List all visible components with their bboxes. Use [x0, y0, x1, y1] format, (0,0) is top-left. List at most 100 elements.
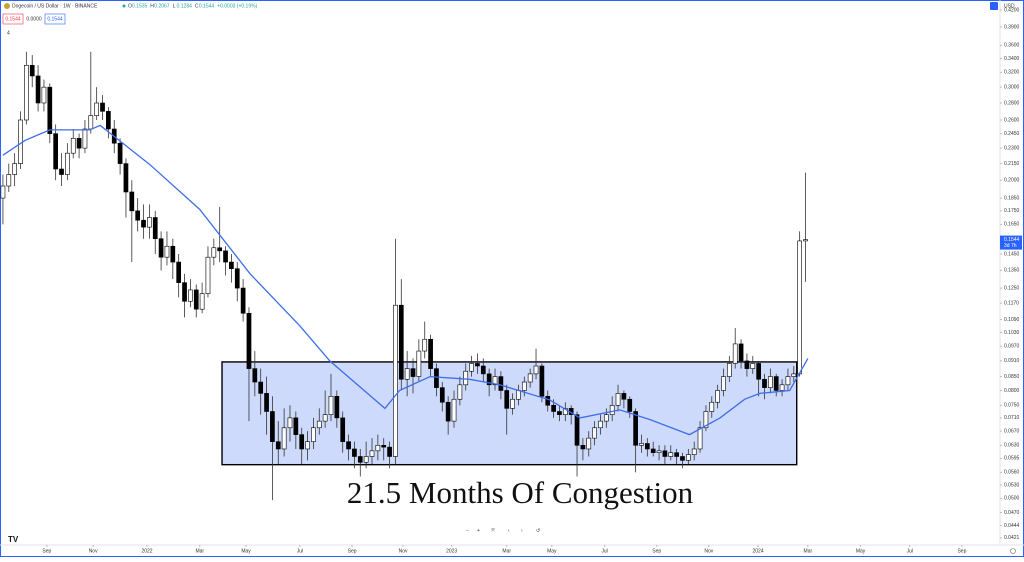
change: +0.0003 (+0.19%): [217, 3, 257, 9]
scroll-left[interactable]: ‹: [508, 528, 510, 534]
reset-zoom[interactable]: ⤧: [491, 528, 495, 534]
candle-body: [404, 368, 410, 380]
ohlc-value: 0.1544: [199, 3, 215, 9]
zoom-out[interactable]: −: [466, 528, 469, 534]
candle-body: [691, 448, 697, 455]
candle-body: [721, 376, 726, 391]
y-tick-label: 0.0530: [1004, 482, 1020, 488]
spread: 0.0000: [26, 16, 42, 22]
candle-body: [428, 338, 433, 369]
candle-body: [416, 350, 422, 377]
candle-body: [246, 312, 252, 369]
zoom-in[interactable]: +: [477, 528, 480, 534]
candle-body: [328, 395, 334, 415]
coin-icon: [4, 3, 10, 9]
candle-body: [521, 381, 527, 391]
candle-body: [439, 387, 445, 403]
x-tick-label: Sep: [42, 548, 51, 554]
logo: TV: [8, 535, 19, 544]
candle-body: [375, 445, 381, 452]
candle-body: [53, 133, 59, 170]
y-tick-label: 0.1030: [1004, 330, 1020, 336]
ask: 0.1544: [47, 16, 63, 22]
candle-body: [6, 174, 12, 187]
ohlc-value: 0.2067: [154, 3, 170, 9]
x-tick-label: 2023: [446, 548, 457, 554]
candle-body: [486, 373, 492, 386]
y-tick-label: 0.1350: [1004, 268, 1020, 274]
y-tick-label: 0.1090: [1004, 317, 1020, 323]
candle-body: [639, 443, 644, 446]
candle-body: [106, 111, 111, 130]
candle-body: [393, 304, 398, 457]
candle-body: [557, 411, 562, 415]
box-ask[interactable]: [44, 13, 66, 25]
y-tick-label: 0.0850: [1004, 374, 1020, 380]
candle-body: [463, 370, 469, 386]
candle-body: [516, 390, 521, 400]
candle-body: [217, 247, 223, 252]
reset[interactable]: ↺: [536, 528, 540, 534]
candle-body: [562, 408, 568, 415]
candle-body: [129, 191, 135, 212]
y-tick-label: 0.1450: [1004, 251, 1020, 257]
candle-body: [398, 304, 404, 380]
scroll-right[interactable]: ›: [521, 528, 523, 534]
candle-body: [293, 417, 299, 435]
candle-body: [94, 102, 100, 116]
candle-body: [158, 238, 164, 258]
lock-button[interactable]: [990, 2, 998, 10]
y-tick-label: 0.2600: [1004, 117, 1020, 123]
toolbar-bg: [461, 525, 543, 536]
indicator-toggle[interactable]: 4: [7, 30, 10, 36]
candle-body: [369, 450, 375, 457]
y-tick-label: 0.0470: [1004, 510, 1020, 516]
candle-body: [357, 456, 363, 463]
candle-body: [768, 376, 773, 388]
candle-body: [205, 256, 211, 294]
countdown: 3d 7h: [1004, 243, 1017, 249]
x-tick-label: Jul: [907, 548, 913, 554]
candle-body: [527, 373, 533, 383]
candle-body: [299, 434, 305, 450]
candle-body: [164, 245, 170, 258]
candle-body: [685, 454, 691, 461]
candle-body: [650, 448, 656, 454]
candle-body: [334, 395, 340, 419]
status-dot: [122, 4, 126, 8]
candle-body: [188, 289, 193, 302]
candle-body: [316, 420, 322, 429]
candle-body: [779, 384, 785, 391]
candle-body: [762, 378, 767, 388]
candle-body: [182, 282, 187, 302]
annotation: 21.5 Months Of Congestion: [347, 475, 694, 510]
candle-body: [275, 441, 281, 450]
settings[interactable]: [1010, 548, 1016, 554]
candle-body: [12, 163, 17, 175]
y-tick-label: 0.1650: [1004, 222, 1020, 228]
currency[interactable]: USD: [1004, 3, 1015, 9]
candle-body: [340, 417, 346, 442]
candle-body: [223, 250, 228, 263]
candle-body: [697, 427, 703, 450]
candle-body: [451, 398, 457, 422]
candle-body: [709, 401, 715, 412]
candle-body: [662, 450, 668, 457]
x-tick-label: 2024: [752, 548, 763, 554]
box-bid[interactable]: [2, 13, 24, 25]
candle-body: [615, 393, 621, 406]
candle-body: [135, 210, 141, 221]
candle-body: [609, 404, 615, 415]
x-tick-label: Sep: [957, 548, 966, 554]
x-tick-label: Nov: [399, 548, 408, 554]
candle-body: [311, 427, 316, 442]
x-tick-label: Sep: [348, 548, 357, 554]
candle-body: [41, 86, 47, 104]
candle-body: [387, 446, 392, 457]
candle-body: [715, 390, 720, 403]
candle-body: [680, 456, 685, 461]
x-tick-label: 2022: [141, 548, 152, 554]
y-tick-label: 0.3400: [1004, 56, 1020, 62]
candle-body: [0, 185, 6, 199]
